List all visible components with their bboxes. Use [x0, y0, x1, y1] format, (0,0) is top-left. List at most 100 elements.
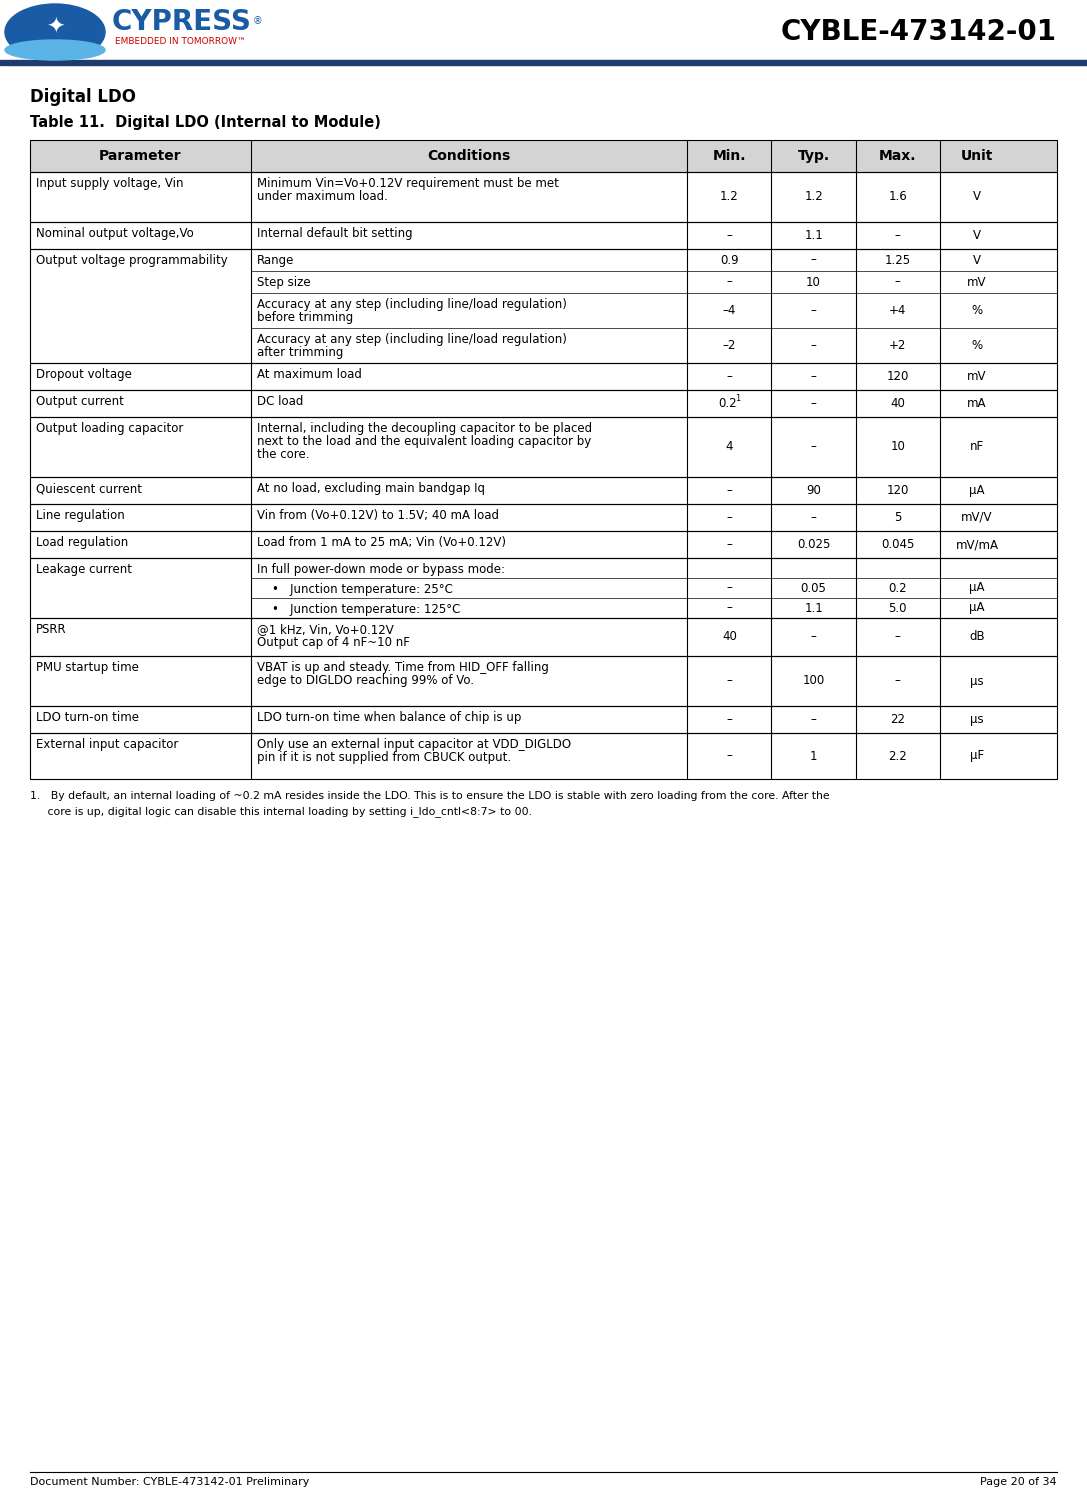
Text: 5: 5	[895, 511, 901, 524]
Text: Conditions: Conditions	[427, 149, 511, 163]
Text: Only use an external input capacitor at VDD_DIGLDO: Only use an external input capacitor at …	[257, 738, 571, 751]
Text: V: V	[973, 191, 980, 203]
Text: In full power-down mode or bypass mode:: In full power-down mode or bypass mode:	[257, 563, 504, 577]
Text: CYBLE-473142-01: CYBLE-473142-01	[780, 18, 1057, 46]
Text: before trimming: before trimming	[257, 311, 353, 324]
Text: edge to DIGLDO reaching 99% of Vo.: edge to DIGLDO reaching 99% of Vo.	[257, 674, 474, 687]
Text: Leakage current: Leakage current	[36, 563, 132, 577]
Text: Input supply voltage, Vin: Input supply voltage, Vin	[36, 176, 184, 190]
Text: 120: 120	[887, 371, 909, 382]
Bar	[30, 417, 1057, 477]
Text: DC load: DC load	[257, 394, 303, 408]
Text: dB: dB	[970, 630, 985, 644]
Text: Output voltage programmability: Output voltage programmability	[36, 254, 228, 267]
Bar	[30, 140, 1057, 172]
Text: μs: μs	[970, 713, 984, 726]
Bar	[30, 363, 1057, 390]
Text: External input capacitor: External input capacitor	[36, 738, 178, 751]
Text: 10: 10	[807, 275, 821, 288]
Text: 0.2: 0.2	[888, 581, 908, 595]
Text: PMU startup time: PMU startup time	[36, 660, 139, 674]
Text: core is up, digital logic can disable this internal loading by setting i_ldo_cnt: core is up, digital logic can disable th…	[30, 805, 532, 817]
Bar	[30, 707, 1057, 734]
Bar	[0, 60, 1087, 66]
Text: ✦: ✦	[46, 18, 64, 37]
Text: LDO turn-on time: LDO turn-on time	[36, 711, 139, 725]
Text: Line regulation: Line regulation	[36, 509, 125, 521]
Text: Load from 1 mA to 25 mA; Vin (Vo+0.12V): Load from 1 mA to 25 mA; Vin (Vo+0.12V)	[257, 536, 505, 548]
Text: 1.2: 1.2	[804, 191, 823, 203]
Text: ®: ®	[253, 16, 263, 25]
Bar	[0, 0, 1087, 66]
Text: 0.9: 0.9	[720, 254, 739, 266]
Text: Unit: Unit	[961, 149, 994, 163]
Text: •   Junction temperature: 125°C: • Junction temperature: 125°C	[257, 604, 460, 616]
Text: Output cap of 4 nF~10 nF: Output cap of 4 nF~10 nF	[257, 636, 410, 648]
Text: 1.1: 1.1	[804, 602, 823, 614]
Text: μs: μs	[970, 674, 984, 687]
Text: after trimming: after trimming	[257, 347, 343, 359]
Text: pin if it is not supplied from CBUCK output.: pin if it is not supplied from CBUCK out…	[257, 751, 511, 763]
Text: Output current: Output current	[36, 394, 124, 408]
Text: Accuracy at any step (including line/load regulation): Accuracy at any step (including line/loa…	[257, 297, 566, 311]
Bar	[30, 734, 1057, 778]
Text: μA: μA	[970, 602, 985, 614]
Text: –: –	[811, 441, 816, 454]
Text: –: –	[895, 275, 901, 288]
Text: mA: mA	[967, 397, 987, 409]
Text: 1.25: 1.25	[885, 254, 911, 266]
Text: next to the load and the equivalent loading capacitor by: next to the load and the equivalent load…	[257, 435, 591, 448]
Text: %: %	[972, 339, 983, 353]
Text: mV/mA: mV/mA	[955, 538, 998, 551]
Text: 40: 40	[722, 630, 737, 644]
Bar	[30, 557, 1057, 619]
Bar	[30, 503, 1057, 530]
Text: 22: 22	[890, 713, 905, 726]
Text: 1.   By default, an internal loading of ~0.2 mA resides inside the LDO. This is : 1. By default, an internal loading of ~0…	[30, 790, 829, 801]
Text: –: –	[811, 371, 816, 382]
Text: mV/V: mV/V	[961, 511, 992, 524]
Text: Typ.: Typ.	[798, 149, 829, 163]
Text: 0.045: 0.045	[882, 538, 914, 551]
Bar	[30, 390, 1057, 417]
Bar	[30, 477, 1057, 503]
Bar	[30, 530, 1057, 557]
Text: At no load, excluding main bandgap Iq: At no load, excluding main bandgap Iq	[257, 483, 485, 495]
Text: Page 20 of 34: Page 20 of 34	[980, 1478, 1057, 1487]
Bar	[30, 417, 1057, 477]
Text: V: V	[973, 254, 980, 266]
Text: 0.2: 0.2	[719, 397, 737, 409]
Text: 40: 40	[890, 397, 905, 409]
Bar	[30, 477, 1057, 503]
Text: mV: mV	[967, 275, 987, 288]
Text: Minimum Vin=Vo+0.12V requirement must be met: Minimum Vin=Vo+0.12V requirement must be…	[257, 176, 559, 190]
Text: –: –	[726, 602, 733, 614]
Text: μF: μF	[970, 750, 984, 762]
Text: –: –	[726, 511, 733, 524]
Text: +4: +4	[889, 303, 907, 317]
Text: –: –	[895, 630, 901, 644]
Text: 0.025: 0.025	[797, 538, 830, 551]
Bar	[30, 707, 1057, 734]
Text: –: –	[726, 229, 733, 242]
Text: –: –	[895, 674, 901, 687]
Text: –: –	[726, 371, 733, 382]
Text: %: %	[972, 303, 983, 317]
Bar	[30, 172, 1057, 223]
Text: –: –	[726, 484, 733, 498]
Text: μA: μA	[970, 484, 985, 498]
Text: 1.6: 1.6	[888, 191, 908, 203]
Bar	[30, 249, 1057, 363]
Text: PSRR: PSRR	[36, 623, 66, 636]
Bar	[30, 619, 1057, 656]
Text: under maximum load.: under maximum load.	[257, 190, 388, 203]
Bar	[30, 223, 1057, 249]
Text: Digital LDO: Digital LDO	[30, 88, 136, 106]
Text: 5.0: 5.0	[888, 602, 907, 614]
Bar	[30, 249, 1057, 363]
Text: 1.1: 1.1	[804, 229, 823, 242]
Text: 1: 1	[810, 750, 817, 762]
Text: –: –	[726, 538, 733, 551]
Ellipse shape	[5, 40, 105, 60]
Bar	[30, 656, 1057, 707]
